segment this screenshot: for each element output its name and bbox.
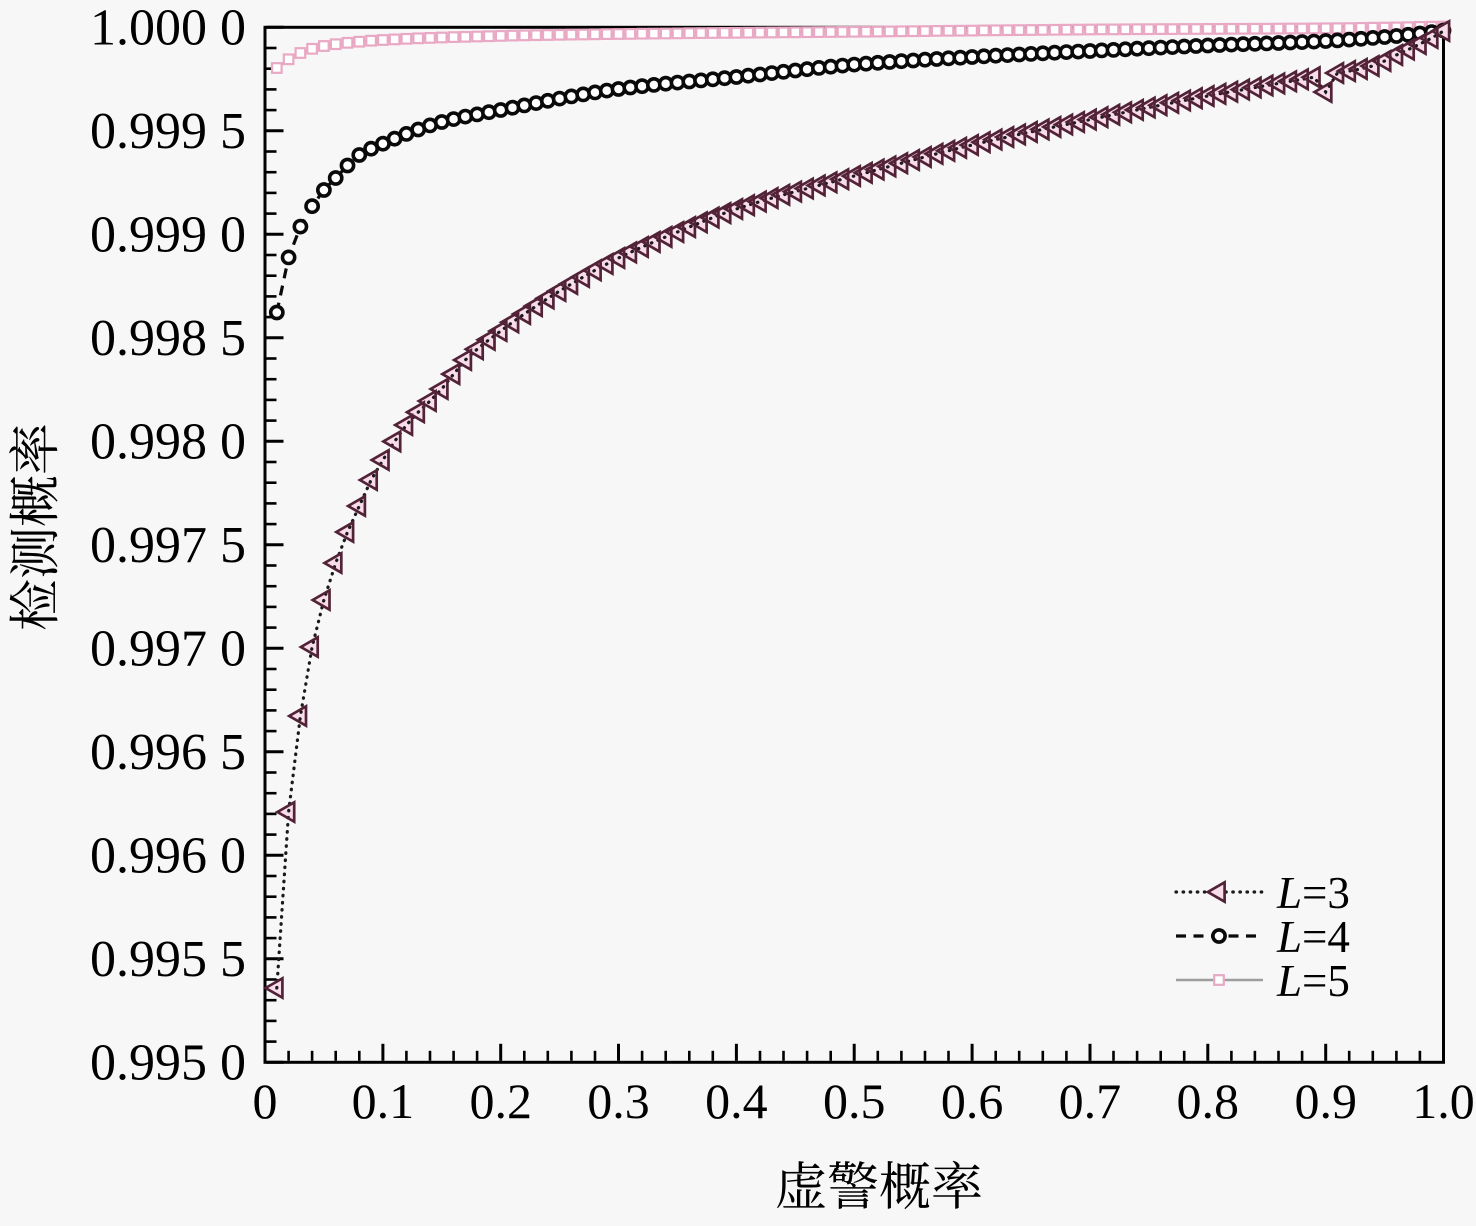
svg-text:0.2: 0.2 (469, 1073, 532, 1129)
svg-text:0.4: 0.4 (705, 1073, 768, 1129)
svg-text:1.000 0: 1.000 0 (90, 0, 246, 56)
svg-text:0.997 0: 0.997 0 (90, 620, 246, 677)
svg-text:0.7: 0.7 (1059, 1073, 1122, 1129)
svg-text:0.997 5: 0.997 5 (90, 517, 246, 574)
svg-text:L=4: L=4 (1276, 912, 1350, 962)
svg-text:0.999 5: 0.999 5 (90, 103, 246, 160)
svg-text:0.998 0: 0.998 0 (90, 413, 246, 470)
svg-text:0.8: 0.8 (1177, 1073, 1240, 1129)
svg-text:0.998 5: 0.998 5 (90, 310, 246, 367)
svg-text:0.996 5: 0.996 5 (90, 724, 246, 781)
svg-text:0.999 0: 0.999 0 (90, 206, 246, 263)
svg-text:0.6: 0.6 (941, 1073, 1004, 1129)
svg-text:0.996 0: 0.996 0 (90, 827, 246, 884)
svg-text:0.995 0: 0.995 0 (90, 1034, 246, 1091)
svg-text:0.1: 0.1 (352, 1073, 415, 1129)
svg-text:0.5: 0.5 (823, 1073, 886, 1129)
svg-text:1.0: 1.0 (1412, 1073, 1475, 1129)
svg-text:0.995 5: 0.995 5 (90, 931, 246, 988)
svg-text:L=3: L=3 (1276, 868, 1350, 918)
svg-text:0: 0 (253, 1073, 278, 1129)
svg-text:L=5: L=5 (1276, 956, 1350, 1006)
svg-text:0.9: 0.9 (1294, 1073, 1357, 1129)
svg-text:0.3: 0.3 (587, 1073, 650, 1129)
